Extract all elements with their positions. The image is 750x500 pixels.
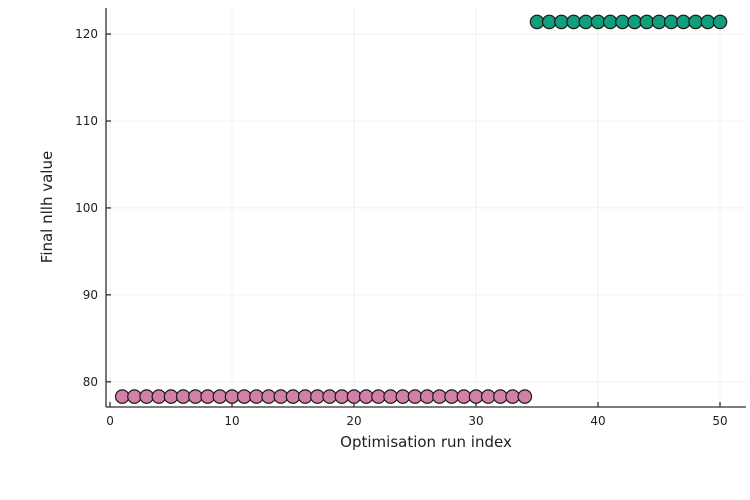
y-tick-label: 110 (75, 114, 98, 128)
gridlines (106, 8, 746, 407)
y-axis-label: Final nllh value (38, 151, 56, 263)
data-points (114, 14, 728, 404)
tick-labels: 0 10 20 30 40 50 80 90 100 110 120 (75, 27, 728, 428)
scatter-point-converged-low-plateau (505, 389, 520, 404)
x-tick-label: 40 (590, 414, 605, 428)
scatter-point-converged-low-plateau (517, 389, 533, 404)
x-tick-label: 50 (712, 414, 727, 428)
scatter-point-converged-low-plateau (371, 389, 386, 404)
scatter-point-converged-low-plateau (297, 389, 313, 404)
scatter-point-converged-low-plateau (261, 389, 276, 404)
scatter-point-converged-low-plateau (383, 389, 398, 404)
scatter-point-converged-low-plateau (419, 389, 435, 404)
scatter-point-converged-low-plateau (285, 389, 301, 404)
scatter-point-converged-high-plateau (651, 14, 667, 30)
x-tick-label: 10 (224, 414, 239, 428)
scatter-point-converged-low-plateau (310, 389, 325, 404)
scatter-point-converged-low-plateau (346, 389, 362, 404)
x-tick-label: 0 (106, 414, 114, 428)
scatter-point-converged-low-plateau (444, 389, 459, 404)
scatter-point-converged-high-plateau (688, 14, 703, 30)
scatter-point-converged-high-plateau (712, 14, 728, 30)
scatter-point-converged-low-plateau (432, 389, 447, 404)
scatter-point-converged-low-plateau (139, 389, 154, 404)
scatter-point-converged-low-plateau (188, 389, 203, 404)
scatter-point-converged-high-plateau (615, 14, 630, 30)
scatter-point-converged-high-plateau (602, 14, 618, 30)
scatter-point-converged-high-plateau (578, 14, 594, 30)
scatter-point-converged-low-plateau (493, 389, 508, 404)
scatter-point-converged-high-plateau (639, 14, 655, 30)
scatter-point-converged-high-plateau (663, 14, 679, 30)
scatter-point-converged-high-plateau (676, 14, 691, 30)
scatter-point-converged-low-plateau (468, 389, 484, 404)
y-tick-label: 90 (83, 288, 98, 302)
scatter-point-converged-low-plateau (175, 389, 191, 404)
scatter-point-converged-high-plateau (554, 14, 569, 30)
y-tick-label: 100 (75, 201, 98, 215)
scatter-point-converged-low-plateau (407, 389, 423, 404)
scatter-point-converged-low-plateau (224, 389, 240, 404)
scatter-point-converged-low-plateau (163, 389, 179, 404)
scatter-point-converged-high-plateau (590, 14, 606, 30)
scatter-point-converged-low-plateau (212, 389, 228, 404)
scatter-point-converged-high-plateau (529, 14, 545, 30)
scatter-point-converged-low-plateau (249, 389, 264, 404)
x-tick-label: 30 (468, 414, 483, 428)
scatter-point-converged-low-plateau (334, 389, 350, 404)
scatter-point-converged-low-plateau (273, 389, 289, 404)
scatter-point-converged-high-plateau (700, 14, 716, 30)
scatter-point-converged-low-plateau (114, 389, 130, 404)
x-tick-label: 20 (346, 414, 361, 428)
scatter-point-converged-high-plateau (541, 14, 557, 30)
scatter-point-converged-low-plateau (151, 389, 167, 404)
scatter-point-converged-low-plateau (480, 389, 496, 404)
scatter-point-converged-low-plateau (456, 389, 472, 404)
scatter-point-converged-low-plateau (395, 389, 411, 404)
scatter-point-converged-low-plateau (200, 389, 215, 404)
scatter-point-converged-high-plateau (627, 14, 642, 30)
scatter-point-converged-low-plateau (236, 389, 252, 404)
scatter-point-converged-low-plateau (322, 389, 337, 404)
tick-marks (106, 33, 721, 407)
scatter-point-converged-low-plateau (127, 389, 142, 404)
y-tick-label: 120 (75, 27, 98, 41)
y-tick-label: 80 (83, 375, 98, 389)
x-axis-label: Optimisation run index (340, 433, 512, 451)
scatter-point-converged-high-plateau (566, 14, 581, 30)
scatter-point-converged-low-plateau (358, 389, 374, 404)
